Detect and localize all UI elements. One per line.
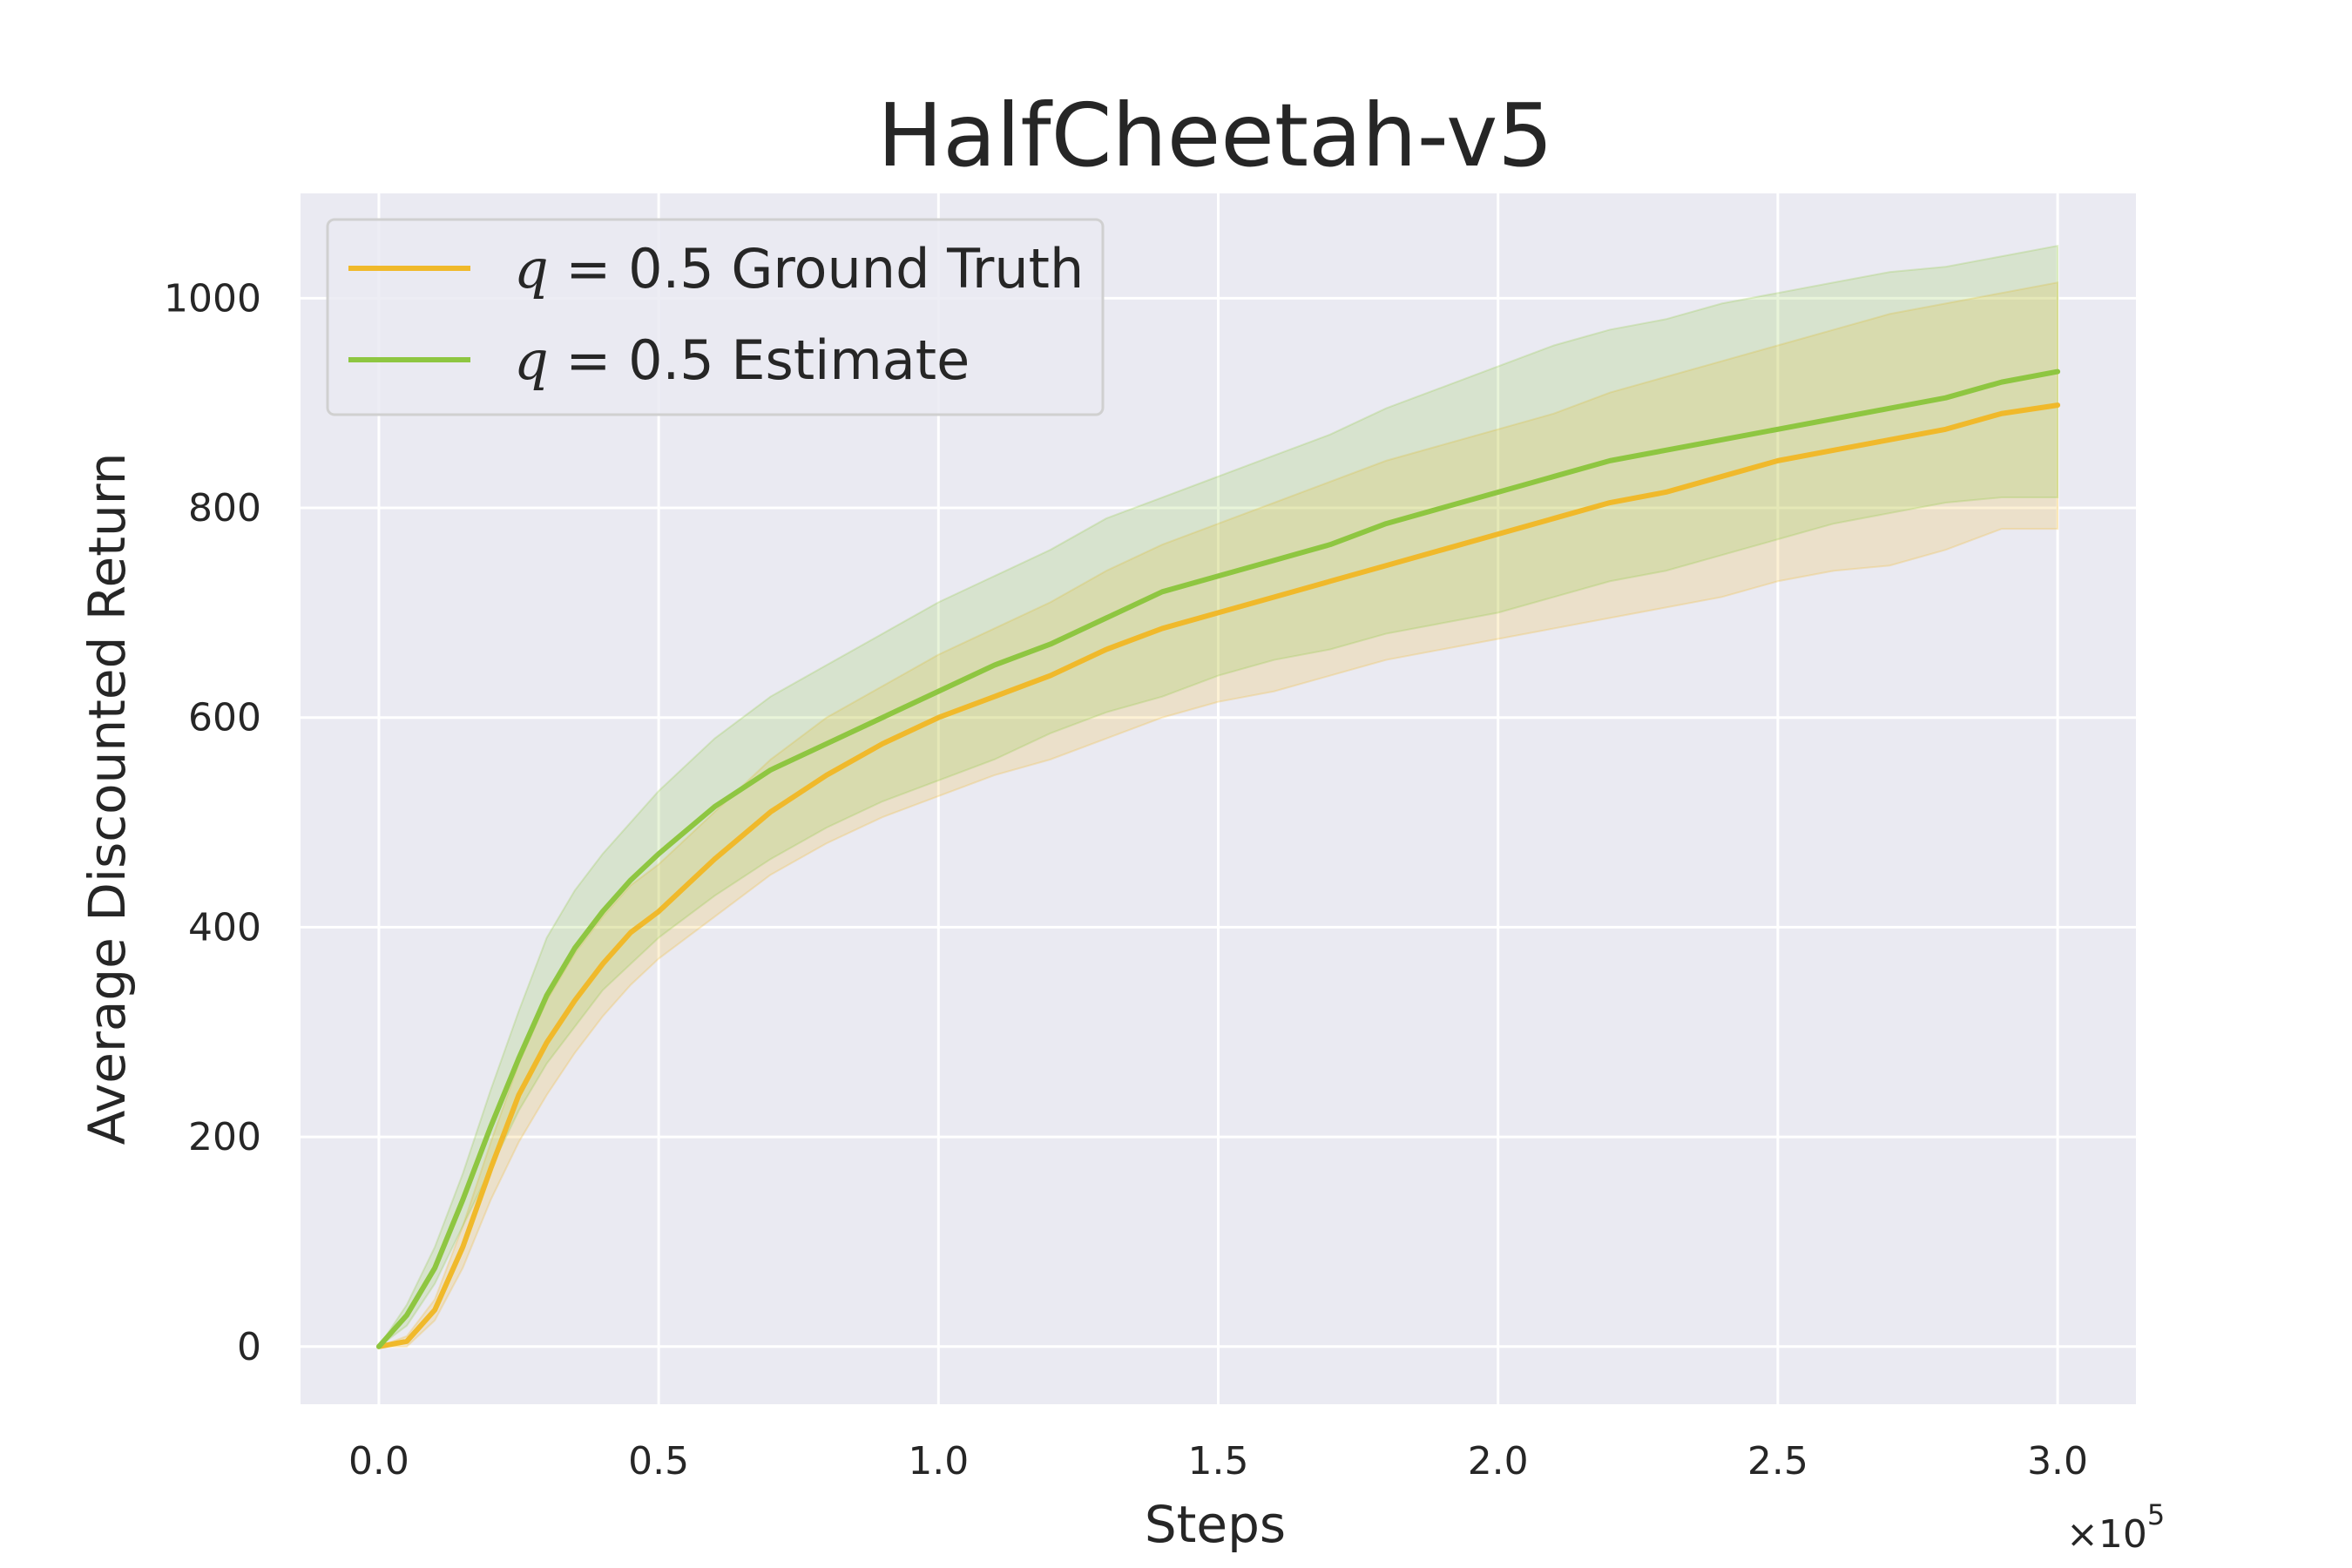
legend: q = 0.5 Ground Truth q = 0.5 Estimate bbox=[326, 218, 1105, 416]
y-tick-labels: 0 200 400 600 800 1000 bbox=[164, 276, 261, 1369]
y-tick-label: 200 bbox=[188, 1115, 261, 1159]
y-tick-label: 800 bbox=[188, 486, 261, 531]
x-tick-label: 1.5 bbox=[1188, 1439, 1249, 1484]
x-multiplier-exponent: 5 bbox=[2147, 1498, 2165, 1531]
x-tick-labels: 0.0 0.5 1.0 1.5 2.0 2.5 3.0 bbox=[348, 1439, 2088, 1484]
legend-text-ground-truth: = 0.5 Ground Truth bbox=[549, 237, 1085, 301]
x-tick-label: 2.0 bbox=[1468, 1439, 1529, 1484]
legend-q-symbol: q bbox=[514, 237, 549, 301]
legend-box bbox=[326, 218, 1105, 416]
x-axis-label: Steps bbox=[1145, 1495, 1286, 1554]
x-tick-label: 2.5 bbox=[1747, 1439, 1808, 1484]
x-multiplier: ×105 bbox=[2066, 1498, 2165, 1557]
y-tick-label: 600 bbox=[188, 696, 261, 740]
y-tick-label: 1000 bbox=[164, 276, 261, 321]
chart-title: HalfCheetah-v5 bbox=[877, 84, 1553, 186]
y-tick-label: 0 bbox=[237, 1325, 261, 1369]
x-tick-label: 1.0 bbox=[908, 1439, 969, 1484]
x-multiplier-base: ×10 bbox=[2066, 1512, 2147, 1557]
x-tick-label: 3.0 bbox=[2027, 1439, 2088, 1484]
series-lines bbox=[375, 368, 2061, 1349]
legend-q-symbol: q bbox=[514, 328, 549, 392]
y-tick-label: 400 bbox=[188, 905, 261, 950]
y-axis-label: Average Discounted Return bbox=[78, 453, 137, 1146]
x-tick-label: 0.0 bbox=[348, 1439, 409, 1484]
legend-label-ground-truth: q = 0.5 Ground Truth bbox=[514, 237, 1084, 301]
legend-label-estimate: q = 0.5 Estimate bbox=[514, 328, 970, 392]
line-estimate bbox=[375, 368, 2061, 1349]
x-tick-label: 0.5 bbox=[628, 1439, 689, 1484]
line-ground-truth bbox=[375, 402, 2061, 1349]
legend-text-estimate: = 0.5 Estimate bbox=[549, 328, 970, 392]
